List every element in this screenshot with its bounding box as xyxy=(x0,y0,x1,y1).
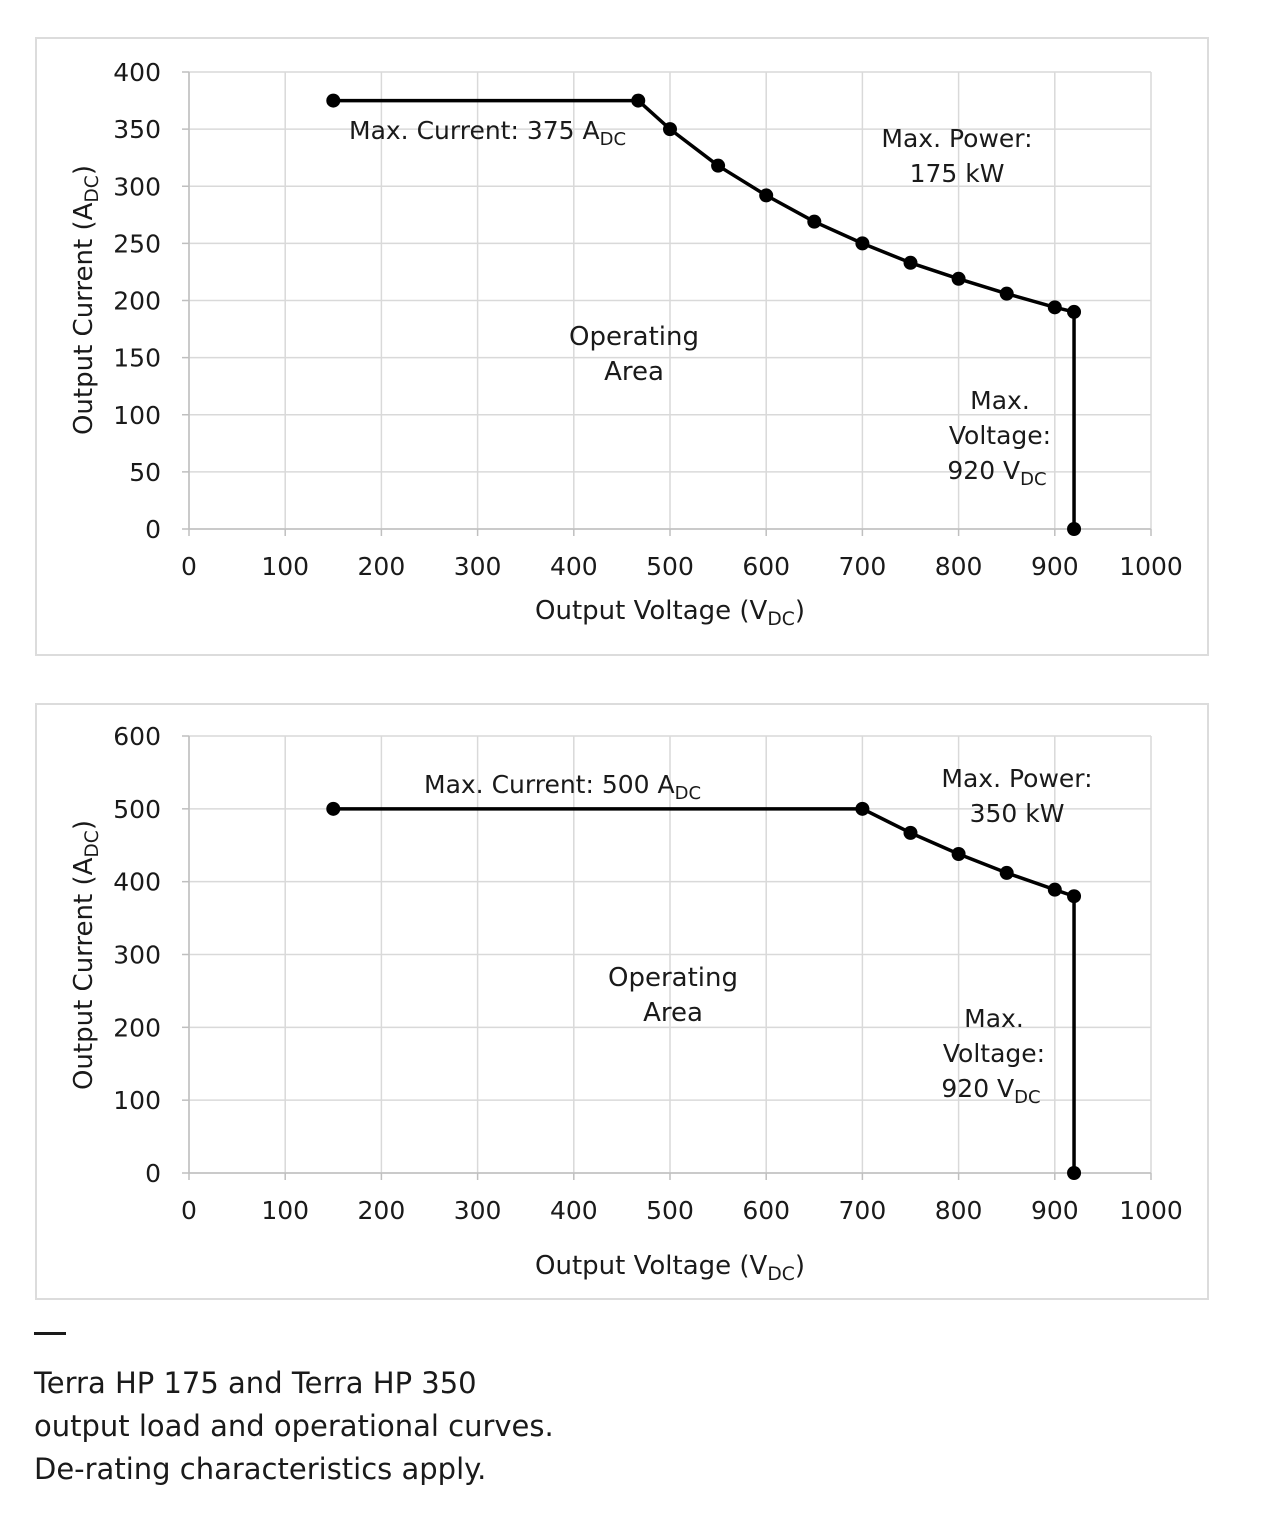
max-voltage-label: Max. xyxy=(970,386,1030,415)
max-power-label: 350 kW xyxy=(970,799,1065,828)
y-tick-label: 100 xyxy=(113,401,161,430)
y-tick-label: 200 xyxy=(113,287,161,316)
y-tick-label: 400 xyxy=(113,58,161,87)
operating-area-label: Operating xyxy=(608,963,738,993)
operating-area-label: Area xyxy=(604,357,664,387)
data-point xyxy=(759,188,774,203)
max-power-label: Max. Power: xyxy=(941,764,1092,793)
y-tick-label: 300 xyxy=(113,941,161,970)
y-tick-label: 600 xyxy=(113,722,161,751)
data-point xyxy=(631,93,646,108)
max-voltage-label: Max. xyxy=(964,1004,1024,1033)
x-tick-label: 300 xyxy=(454,1196,502,1225)
x-tick-label: 600 xyxy=(742,552,790,581)
data-point xyxy=(999,865,1014,880)
data-point xyxy=(1067,1166,1082,1180)
x-axis-label: Output Voltage (VDC) xyxy=(535,1251,805,1285)
y-tick-label: 350 xyxy=(113,115,161,144)
data-point xyxy=(807,214,822,229)
max-voltage-label: Voltage: xyxy=(949,421,1051,450)
y-tick-label: 150 xyxy=(113,344,161,373)
data-point xyxy=(1047,882,1062,897)
y-tick-label: 300 xyxy=(113,172,161,201)
x-tick-label: 700 xyxy=(839,1196,887,1225)
y-tick-label: 250 xyxy=(113,229,161,258)
caption-line-1: Terra HP 175 and Terra HP 350 xyxy=(34,1366,477,1400)
x-tick-label: 100 xyxy=(261,1196,309,1225)
y-tick-label: 200 xyxy=(113,1013,161,1042)
x-tick-label: 700 xyxy=(839,552,887,581)
data-point xyxy=(1067,304,1082,319)
x-tick-label: 100 xyxy=(261,552,309,581)
data-point xyxy=(326,93,341,108)
x-tick-label: 1000 xyxy=(1119,1196,1183,1225)
operating-area-label: Area xyxy=(643,998,703,1028)
x-tick-label: 900 xyxy=(1031,552,1079,581)
x-tick-label: 900 xyxy=(1031,1196,1079,1225)
max-voltage-value: 920 VDC xyxy=(947,456,1046,490)
data-point xyxy=(855,801,870,816)
max-voltage-label: Voltage: xyxy=(943,1039,1045,1068)
x-tick-label: 0 xyxy=(181,1196,197,1225)
data-point xyxy=(951,271,966,286)
data-point xyxy=(951,846,966,861)
chart-panel-175kw: 0 100 200 300 400 500 600 700 800 900 1000 0 50 100 15… xyxy=(35,37,1209,656)
x-tick-label: 500 xyxy=(646,1196,694,1225)
max-current-label: Max. Current: 375 ADC xyxy=(349,116,626,150)
caption: Terra HP 175 and Terra HP 350 output loa… xyxy=(34,1362,554,1491)
y-tick-label: 0 xyxy=(145,515,161,544)
y-tick-label: 400 xyxy=(113,868,161,897)
caption-line-3: De-rating characteristics apply. xyxy=(34,1452,487,1486)
data-point xyxy=(663,122,677,137)
x-axis-label: Output Voltage (VDC) xyxy=(535,596,805,630)
y-tick-label: 500 xyxy=(113,795,161,824)
data-point xyxy=(855,236,870,251)
data-point xyxy=(903,825,918,840)
y-tick-label: 100 xyxy=(113,1086,161,1115)
operating-area-label: Operating xyxy=(569,322,699,352)
x-tick-label: 800 xyxy=(935,552,983,581)
data-point xyxy=(326,801,341,816)
x-tick-label: 200 xyxy=(358,552,406,581)
data-point xyxy=(1067,522,1082,536)
x-tick-label: 300 xyxy=(454,552,502,581)
x-tick-label: 200 xyxy=(358,1196,406,1225)
max-power-label: 175 kW xyxy=(910,159,1005,188)
max-power-label: Max. Power: xyxy=(881,124,1032,153)
x-tick-label: 1000 xyxy=(1119,552,1183,581)
data-point xyxy=(1067,889,1082,904)
x-tick-label: 400 xyxy=(550,1196,598,1225)
x-tick-label: 500 xyxy=(646,552,694,581)
caption-line-2: output load and operational curves. xyxy=(34,1409,554,1443)
caption-dash xyxy=(34,1332,66,1335)
x-tick-label: 800 xyxy=(935,1196,983,1225)
chart-panel-350kw: 0 100 200 300 400 500 600 700 800 900 1000 0 100 200 3… xyxy=(35,703,1209,1300)
x-tick-label: 400 xyxy=(550,552,598,581)
data-point xyxy=(999,286,1014,301)
x-tick-label: 0 xyxy=(181,552,197,581)
y-axis-label: Output Current (ADC) xyxy=(69,820,103,1090)
data-point xyxy=(903,255,918,270)
y-axis-label: Output Current (ADC) xyxy=(69,165,103,435)
max-current-label: Max. Current: 500 ADC xyxy=(424,770,701,804)
data-point xyxy=(711,158,726,173)
data-point xyxy=(1047,300,1062,315)
max-voltage-value: 920 VDC xyxy=(941,1074,1040,1108)
y-tick-label: 0 xyxy=(145,1159,161,1188)
y-tick-label: 50 xyxy=(129,458,161,487)
chart-350kw: 0 100 200 300 400 500 600 700 800 900 1000 0 100 200 3… xyxy=(69,722,1183,1285)
x-tick-label: 600 xyxy=(742,1196,790,1225)
chart-175kw: 0 100 200 300 400 500 600 700 800 900 1000 0 50 100 15… xyxy=(69,58,1183,630)
